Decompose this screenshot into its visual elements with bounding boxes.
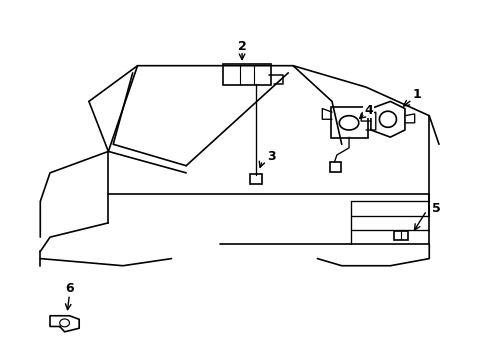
FancyBboxPatch shape [249, 174, 262, 184]
Text: 4: 4 [364, 104, 372, 117]
FancyBboxPatch shape [330, 108, 367, 138]
Text: 6: 6 [65, 283, 74, 296]
FancyBboxPatch shape [329, 162, 340, 172]
Text: 5: 5 [431, 202, 440, 215]
Text: 1: 1 [412, 88, 421, 101]
Text: 3: 3 [266, 150, 275, 163]
FancyBboxPatch shape [222, 64, 271, 85]
FancyBboxPatch shape [393, 231, 407, 240]
Text: 2: 2 [237, 40, 246, 53]
